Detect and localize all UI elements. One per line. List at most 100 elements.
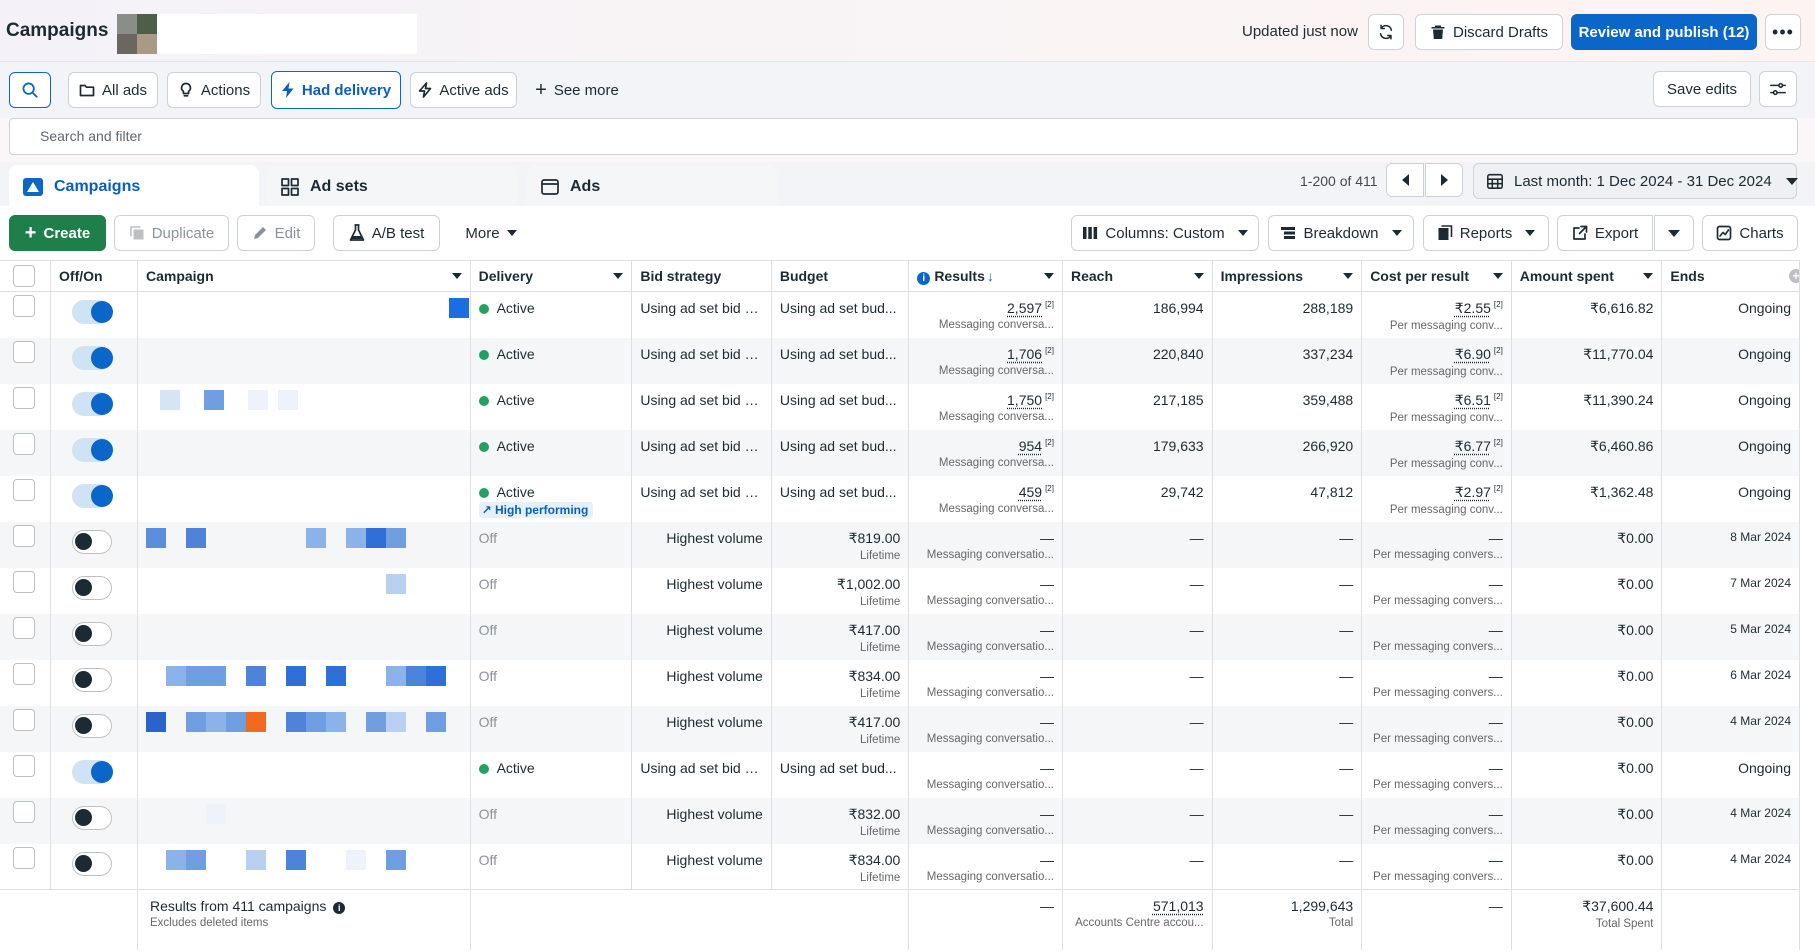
campaign-toggle[interactable]: [72, 529, 113, 554]
campaign-name-cell[interactable]: [137, 843, 471, 890]
table-row[interactable]: Active ↗ High performing Using ad set bid …: [0, 475, 1800, 522]
budget-cell[interactable]: Using ad set bud...: [771, 383, 910, 430]
toggle-cell[interactable]: [50, 429, 138, 476]
campaign-toggle[interactable]: [72, 575, 113, 600]
campaign-name[interactable]: [146, 344, 426, 364]
filter-all-ads[interactable]: All ads: [68, 72, 158, 108]
campaign-name-cell[interactable]: [137, 521, 471, 568]
campaign-name[interactable]: [146, 620, 426, 640]
row-select-cell[interactable]: [0, 797, 52, 844]
row-checkbox[interactable]: [13, 295, 35, 317]
bid-strategy-cell[interactable]: Using ad set bid s...: [631, 475, 772, 522]
row-select-cell[interactable]: [0, 383, 52, 430]
bid-strategy-cell[interactable]: Using ad set bid s...: [631, 337, 772, 384]
column-header-results[interactable]: i Results ↓: [908, 260, 1063, 292]
chevron-down-icon[interactable]: [613, 273, 624, 279]
bid-strategy-cell[interactable]: Highest volume: [631, 613, 772, 660]
column-header-impressions[interactable]: Impressions: [1212, 260, 1363, 292]
row-select-cell[interactable]: [0, 843, 52, 890]
table-row[interactable]: Off Highest volume ₹834.00 Lifetime — Messagi…: [0, 843, 1800, 890]
filter-had-delivery[interactable]: Had delivery: [271, 71, 401, 109]
row-checkbox[interactable]: [13, 708, 35, 731]
chevron-down-icon[interactable]: [1193, 273, 1204, 279]
cost-per-result-value[interactable]: ₹2.97: [1454, 483, 1491, 500]
table-row[interactable]: Active Using ad set bid s... Using ad set …: [0, 291, 1800, 338]
account-selector[interactable]: [157, 14, 417, 54]
results-value[interactable]: 1,750: [1007, 391, 1043, 408]
results-value[interactable]: 954: [1018, 437, 1043, 454]
select-all-header[interactable]: [0, 260, 52, 292]
campaign-toggle[interactable]: [72, 851, 113, 876]
results-value[interactable]: 1,706: [1007, 345, 1043, 362]
results-value[interactable]: 459: [1018, 483, 1043, 500]
row-checkbox[interactable]: [13, 340, 35, 363]
toggle-cell[interactable]: [50, 521, 138, 568]
column-header-cost-per-result[interactable]: Cost per result: [1361, 260, 1512, 292]
campaign-toggle[interactable]: [72, 713, 113, 738]
results-value[interactable]: 2,597: [1007, 300, 1043, 316]
filter-actions[interactable]: Actions: [167, 72, 261, 108]
row-select-cell[interactable]: [0, 567, 52, 614]
budget-cell[interactable]: ₹834.00 Lifetime: [771, 843, 910, 890]
table-row[interactable]: Off Highest volume ₹832.00 Lifetime — Messagi…: [0, 797, 1800, 844]
row-select-cell[interactable]: [0, 337, 52, 384]
table-row[interactable]: Active Using ad set bid s... Using ad set …: [0, 383, 1800, 430]
column-header-ends[interactable]: Ends +: [1661, 260, 1800, 292]
toggle-cell[interactable]: [50, 337, 138, 384]
row-checkbox[interactable]: [13, 754, 35, 777]
bid-strategy-cell[interactable]: Highest volume: [631, 843, 772, 890]
select-all-checkbox[interactable]: [13, 265, 35, 287]
campaign-toggle[interactable]: [72, 345, 114, 370]
export-options-dropdown[interactable]: [1654, 215, 1694, 251]
bid-strategy-cell[interactable]: Using ad set bid s...: [631, 383, 772, 430]
more-dropdown[interactable]: More: [456, 215, 526, 251]
add-column-icon[interactable]: +: [1789, 269, 1799, 283]
budget-cell[interactable]: Using ad set bud...: [771, 337, 910, 384]
toggle-cell[interactable]: [50, 843, 138, 890]
campaign-toggle[interactable]: [72, 621, 113, 646]
cost-per-result-value[interactable]: ₹6.90: [1454, 345, 1491, 362]
row-select-cell[interactable]: [0, 751, 52, 798]
row-select-cell[interactable]: [0, 659, 52, 706]
campaign-name-cell[interactable]: [137, 659, 471, 706]
row-select-cell[interactable]: [0, 705, 52, 752]
save-edits-button[interactable]: Save edits: [1653, 71, 1751, 107]
row-checkbox[interactable]: [13, 570, 35, 593]
campaign-name[interactable]: [146, 665, 446, 686]
row-select-cell[interactable]: [0, 613, 52, 660]
refresh-button[interactable]: [1368, 14, 1404, 50]
campaign-name-cell[interactable]: [137, 797, 471, 844]
column-header-reach[interactable]: Reach: [1062, 260, 1213, 292]
campaign-name-cell[interactable]: [137, 751, 471, 798]
table-row[interactable]: Off Highest volume ₹819.00 Lifetime — Messagi…: [0, 521, 1800, 568]
campaign-name[interactable]: [146, 389, 426, 410]
filter-see-more[interactable]: + See more: [528, 72, 626, 108]
campaign-name-cell[interactable]: [137, 613, 471, 660]
row-checkbox[interactable]: [13, 800, 35, 823]
row-checkbox[interactable]: [13, 846, 35, 869]
charts-button[interactable]: Charts: [1702, 215, 1798, 251]
column-header-budget[interactable]: Budget: [771, 260, 910, 292]
toggle-cell[interactable]: [50, 659, 138, 706]
breakdown-dropdown[interactable]: Breakdown: [1268, 215, 1414, 251]
budget-cell[interactable]: ₹1,002.00 Lifetime: [771, 567, 910, 614]
campaign-toggle[interactable]: [72, 437, 114, 462]
column-header-delivery[interactable]: Delivery: [470, 260, 633, 292]
budget-cell[interactable]: Using ad set bud...: [771, 429, 910, 476]
campaign-name-cell[interactable]: [137, 567, 471, 614]
campaign-name-cell[interactable]: [137, 383, 471, 430]
info-icon[interactable]: i: [917, 271, 931, 285]
row-select-cell[interactable]: [0, 429, 52, 476]
info-icon[interactable]: i: [333, 902, 346, 914]
bid-strategy-cell[interactable]: Highest volume: [631, 705, 772, 752]
budget-cell[interactable]: ₹834.00 Lifetime: [771, 659, 910, 706]
budget-cell[interactable]: ₹417.00 Lifetime: [771, 613, 910, 660]
campaign-toggle[interactable]: [72, 300, 114, 324]
chevron-down-icon[interactable]: [1492, 273, 1503, 279]
bid-strategy-cell[interactable]: Highest volume: [631, 797, 772, 844]
export-button[interactable]: Export: [1557, 215, 1653, 251]
filter-active-ads[interactable]: Active ads: [410, 72, 517, 108]
summary-reach-value[interactable]: 571,013: [1152, 898, 1204, 914]
tab-campaigns[interactable]: Campaigns: [9, 165, 259, 208]
campaign-name-cell[interactable]: [137, 291, 471, 338]
